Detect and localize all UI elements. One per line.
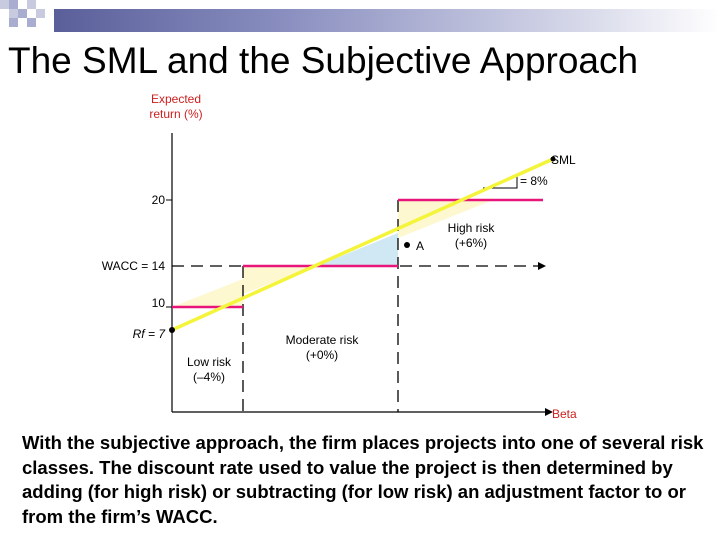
y-axis-label-line2: return (%) (149, 107, 202, 121)
moderate-risk-label-line2: (+0%) (306, 348, 338, 362)
high-risk-upper-region (398, 200, 493, 238)
rf-point (169, 327, 175, 333)
high-risk-label-line1: High risk (448, 221, 496, 235)
sml-end-marker (550, 156, 556, 162)
y-axis-label-line1: Expected (151, 92, 201, 106)
tick-label-rf: Rf = 7 (133, 327, 167, 341)
high-risk-label-line2: (+6%) (455, 236, 487, 250)
low-risk-region (172, 279, 243, 307)
sml-slope-label: = 8% (520, 174, 548, 188)
x-axis-label: Beta (552, 407, 577, 421)
x-axis-arrow-icon (545, 408, 553, 416)
sml-line (171, 157, 554, 332)
wacc-arrow-icon (538, 262, 546, 270)
explanation-text: With the subjective approach, the firm p… (22, 432, 704, 527)
low-risk-label-line2: (–4%) (193, 370, 225, 384)
slope-triangle (483, 175, 518, 189)
tick-label-10: 10 (152, 296, 166, 310)
point-a-marker (404, 242, 410, 248)
title-bar (54, 9, 720, 32)
low-risk-label-line1: Low risk (187, 355, 232, 369)
sml-label: SML (551, 153, 576, 167)
tick-label-20: 20 (152, 193, 166, 207)
point-a-label: A (416, 239, 424, 253)
tick-label-wacc: WACC = 14 (102, 259, 166, 273)
page-title: The SML and the Subjective Approach (8, 40, 639, 81)
moderate-risk-label-line1: Moderate risk (286, 333, 360, 347)
sml-diagram: A Expected return (%) Beta 20 WACC = 14 … (102, 92, 577, 421)
corner-decoration (0, 0, 45, 27)
